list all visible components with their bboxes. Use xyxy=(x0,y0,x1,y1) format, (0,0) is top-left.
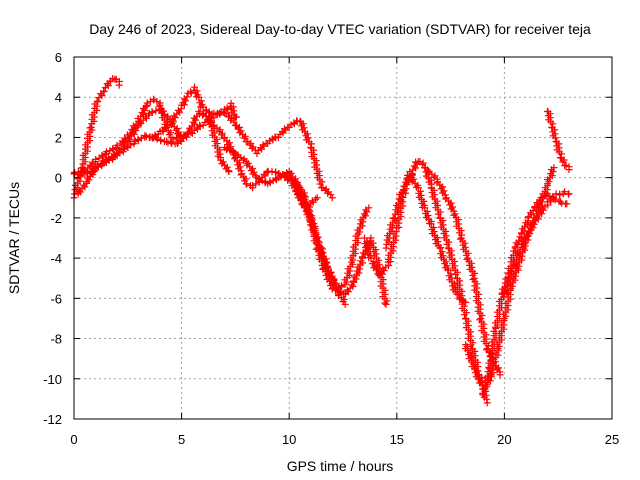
chart-title: Day 246 of 2023, Sidereal Day-to-day VTE… xyxy=(89,21,591,37)
y-tick-label: 6 xyxy=(55,50,62,65)
data-point xyxy=(191,83,199,91)
x-axis-label: GPS time / hours xyxy=(287,458,394,474)
data-point xyxy=(382,244,390,252)
trace-markers xyxy=(479,192,569,397)
x-tick-label: 0 xyxy=(70,432,77,447)
series-trace-sat-r xyxy=(284,175,320,210)
y-tick-label: -2 xyxy=(50,211,62,226)
trace-markers xyxy=(71,168,95,178)
axes-ticks: 0 5 10 15 20 25 -12 -10 -8 -6 -4 -2 0 2 4 6 xyxy=(43,50,619,447)
trace-markers xyxy=(361,171,467,306)
x-tick-label: 20 xyxy=(497,432,511,447)
series-sat-n xyxy=(479,190,571,399)
series-trace-sat-o xyxy=(501,190,572,298)
x-tick-label: 10 xyxy=(282,432,296,447)
data-point xyxy=(313,194,321,202)
data-point xyxy=(253,150,261,158)
series-trace-sat-f xyxy=(169,109,335,199)
series-sat-o xyxy=(500,188,573,298)
trace-markers xyxy=(501,190,572,298)
series-sat-j xyxy=(361,168,470,306)
trace-markers xyxy=(284,175,320,210)
trace-markers xyxy=(544,108,573,171)
series-sat-a xyxy=(70,75,123,202)
x-tick-label: 5 xyxy=(178,432,185,447)
x-tick-label: 25 xyxy=(605,432,619,447)
plot-frame xyxy=(73,56,613,420)
data-series xyxy=(70,75,573,407)
y-tick-label: -10 xyxy=(43,372,62,387)
series-sat-f xyxy=(167,109,336,202)
series-sat-r xyxy=(281,174,321,212)
series-trace-sat-l xyxy=(425,169,504,376)
data-point xyxy=(382,300,390,308)
y-tick-label: 2 xyxy=(55,130,62,145)
series-trace-sat-a xyxy=(71,75,123,198)
data-point xyxy=(477,314,485,322)
data-point xyxy=(328,194,336,202)
trace-markers xyxy=(169,109,335,199)
y-tick-label: -6 xyxy=(50,291,62,306)
y-tick-label: -12 xyxy=(43,412,62,427)
trace-markers xyxy=(425,169,504,376)
series-trace-sat-p xyxy=(544,108,573,171)
y-axis-label: SDTVAR / TECUs xyxy=(6,182,22,294)
y-tick-label: -4 xyxy=(50,251,62,266)
x-tick-label: 15 xyxy=(390,432,404,447)
trace-markers xyxy=(71,75,123,198)
series-sat-p xyxy=(543,107,573,174)
series-trace-sat-j xyxy=(361,171,467,306)
series-trace-sat-n xyxy=(479,192,569,397)
series-trace-sat-q xyxy=(71,168,95,178)
y-tick-label: 0 xyxy=(55,171,62,186)
y-tick-label: -8 xyxy=(50,332,62,347)
y-tick-label: 4 xyxy=(55,90,62,105)
series-sat-l xyxy=(425,168,504,379)
